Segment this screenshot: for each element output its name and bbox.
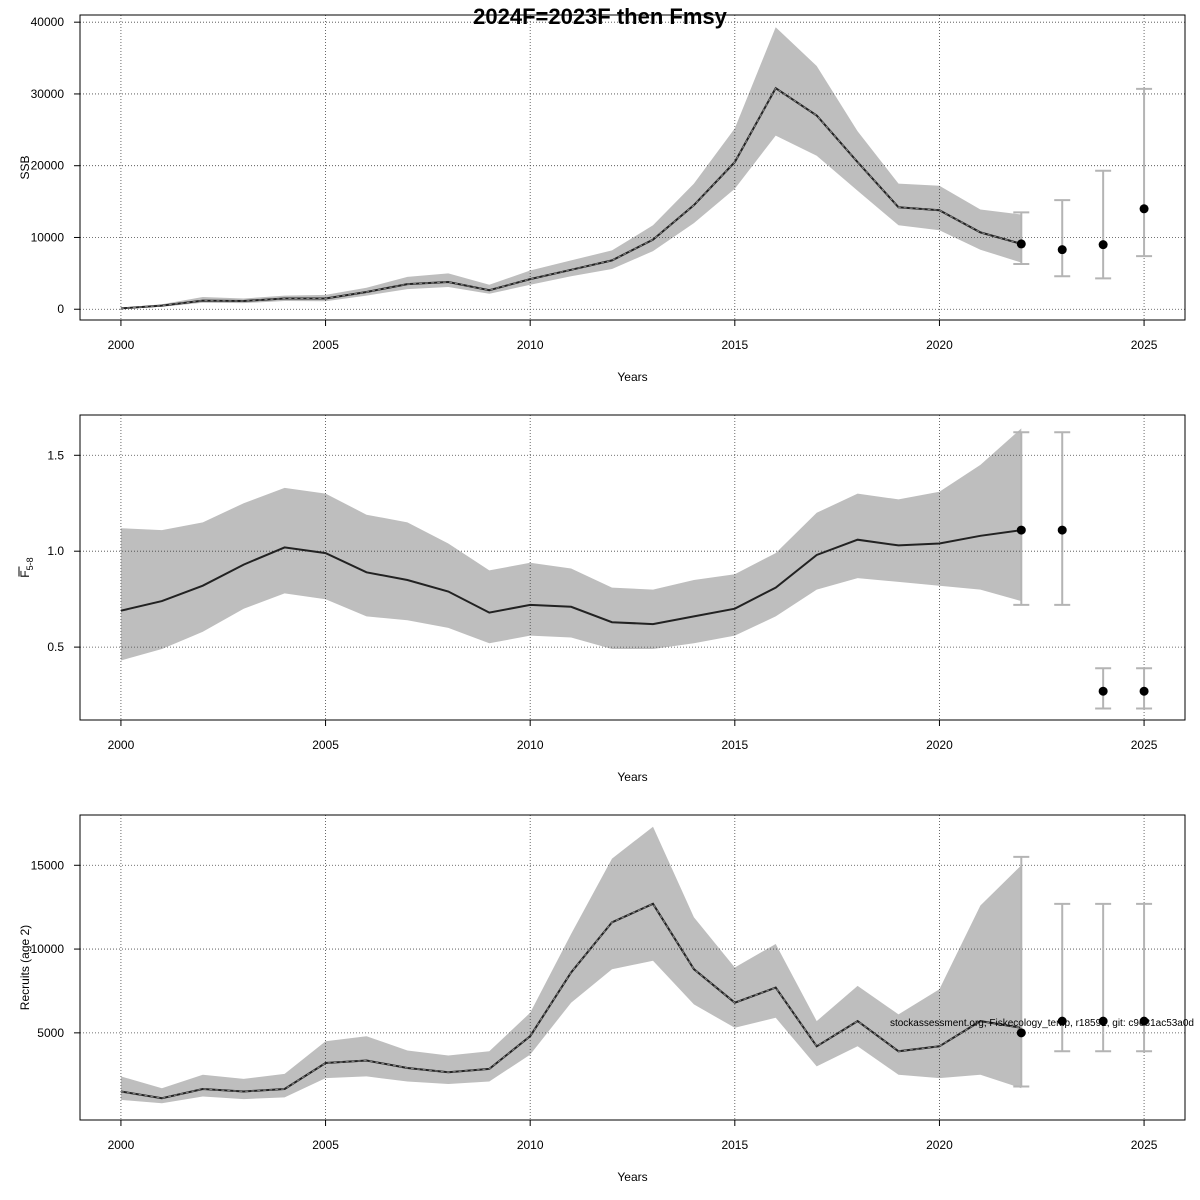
recruits-estimate-line-dash bbox=[120, 903, 1022, 1099]
ssb-y-tick-label-20000: 20000 bbox=[31, 159, 65, 173]
ssb-projection-point-2024 bbox=[1098, 240, 1108, 250]
chart-footnote: stockassessment.org, Fiskecology_temp, r… bbox=[890, 1018, 1194, 1029]
fbar-estimate-line bbox=[120, 529, 1022, 626]
recruits-projection-point-2022 bbox=[1016, 1028, 1026, 1038]
recruits-x-tick-label-2010: 2010 bbox=[517, 1138, 544, 1152]
ssb-y-tick-label-0: 0 bbox=[57, 302, 64, 316]
fbar-x-tick-label-2005: 2005 bbox=[312, 738, 339, 752]
fbar-y-axis-label-subscript: 5-8 bbox=[25, 557, 35, 570]
ssb-x-tick-label-2010: 2010 bbox=[517, 338, 544, 352]
fbar-x-tick-label-2000: 2000 bbox=[108, 738, 135, 752]
recruits-projection-point-2025 bbox=[1139, 1016, 1149, 1026]
fbar-confidence-band bbox=[120, 428, 1022, 661]
fbar-x-axis-label: Years bbox=[617, 770, 647, 784]
recruits-projection-point-2024 bbox=[1098, 1016, 1108, 1026]
panel-ssb: 2000 2005 2010 2015 2020 2025 0 10000 20000 30000… bbox=[18, 14, 1186, 384]
chart-panels: 2000 2005 2010 2015 2020 2025 0 10000 20000 30000… bbox=[18, 14, 1186, 1184]
recruits-x-tick-label-2000: 2000 bbox=[108, 1138, 135, 1152]
recruits-y-axis-label: Recruits (age 2) bbox=[18, 925, 32, 1010]
ssb-y-axis-label: SSB bbox=[18, 155, 32, 179]
recruits-y-tick-label-15000: 15000 bbox=[31, 858, 65, 872]
fbar-projection-point-2025 bbox=[1139, 686, 1149, 696]
fbar-y-tick-label-1: 1.0 bbox=[47, 544, 64, 558]
recruits-y-tick-label-5000: 5000 bbox=[37, 1026, 64, 1040]
panel-recruits: 2000 2005 2010 2015 2020 2025 5000 10000 15000 Ye… bbox=[18, 814, 1186, 1184]
ssb-x-tick-label-2000: 2000 bbox=[108, 338, 135, 352]
ssb-projection-point-2025 bbox=[1139, 204, 1149, 214]
fbar-y-axis-label: F5-8 bbox=[18, 557, 35, 577]
ssb-x-tick-label-2025: 2025 bbox=[1131, 338, 1158, 352]
chart-title: 2024F=2023F then Fmsy bbox=[473, 4, 728, 29]
fbar-x-tick-label-2015: 2015 bbox=[721, 738, 748, 752]
ssb-y-tick-label-40000: 40000 bbox=[31, 15, 65, 29]
recruits-x-tick-label-2005: 2005 bbox=[312, 1138, 339, 1152]
fbar-y-tick-label-1.5: 1.5 bbox=[47, 448, 64, 462]
ssb-x-tick-label-2020: 2020 bbox=[926, 338, 953, 352]
recruits-plot-frame bbox=[79, 814, 1186, 1121]
fbar-y-tick-label-0.5: 0.5 bbox=[47, 640, 64, 654]
ssb-projection-point-2022 bbox=[1016, 239, 1026, 249]
fbar-x-tick-label-2025: 2025 bbox=[1131, 738, 1158, 752]
ssb-confidence-band bbox=[120, 27, 1022, 309]
ssb-y-tick-label-30000: 30000 bbox=[31, 87, 65, 101]
ssb-plot-frame bbox=[79, 14, 1186, 321]
ssb-y-tick-label-10000: 10000 bbox=[31, 230, 65, 244]
ssb-projection-point-2023 bbox=[1057, 245, 1067, 255]
ssb-x-tick-label-2005: 2005 bbox=[312, 338, 339, 352]
recruits-x-tick-label-2025: 2025 bbox=[1131, 1138, 1158, 1152]
ssb-x-tick-label-2015: 2015 bbox=[721, 338, 748, 352]
recruits-x-tick-label-2020: 2020 bbox=[926, 1138, 953, 1152]
ssb-estimate-line-dash bbox=[120, 87, 1022, 309]
recruits-projection-point-2023 bbox=[1057, 1016, 1067, 1026]
fbar-x-tick-label-2020: 2020 bbox=[926, 738, 953, 752]
fbar-projection-point-2022 bbox=[1016, 525, 1026, 535]
recruits-y-tick-label-10000: 10000 bbox=[31, 942, 65, 956]
fbar-projection-point-2023 bbox=[1057, 525, 1067, 535]
recruits-x-axis-label: Years bbox=[617, 1170, 647, 1184]
ssb-x-axis-label: Years bbox=[617, 370, 647, 384]
fbar-x-tick-label-2010: 2010 bbox=[517, 738, 544, 752]
fbar-y-axis-label-main: F bbox=[18, 570, 32, 577]
recruits-x-tick-label-2015: 2015 bbox=[721, 1138, 748, 1152]
recruits-confidence-band bbox=[120, 826, 1022, 1104]
fbar-plot-frame bbox=[79, 414, 1186, 721]
fbar-projection-point-2024 bbox=[1098, 686, 1108, 696]
panel-fbar: 2000 2005 2010 2015 2020 2025 0.5 1.0 1.5 Years F5… bbox=[18, 414, 1186, 784]
